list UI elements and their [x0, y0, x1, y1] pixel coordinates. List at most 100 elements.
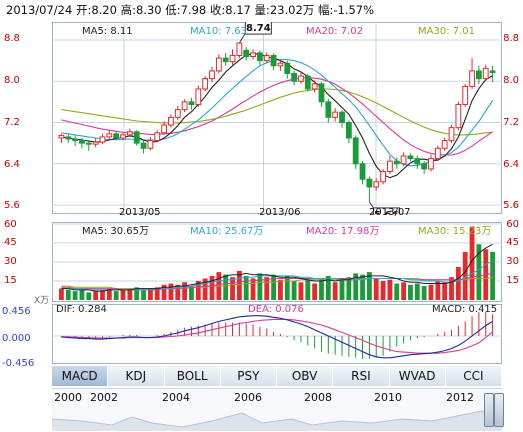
candle-body [434, 147, 441, 160]
date-label: 2013/07 [369, 207, 411, 218]
quote-header: 2013/07/24 开:8.20 高:8.30 低:7.98 收:8.17 量… [6, 2, 374, 18]
volume-value: 23.02万 [269, 3, 315, 17]
price-ma30-line [61, 88, 493, 136]
volume-bar [93, 291, 99, 300]
open-label: 开: [75, 3, 92, 17]
candle-body [243, 49, 250, 57]
range-handle-right[interactable] [494, 393, 504, 427]
indicator-tabs: MACD KDJ BOLL PSY OBV RSI WVAD CCI [52, 366, 502, 386]
annotation-box [372, 207, 400, 214]
volume-chart [52, 223, 502, 300]
timeline-year: 2000 [54, 391, 82, 404]
candle-body [79, 140, 85, 144]
candle-body [462, 85, 469, 105]
close-value: 8.17 [225, 3, 251, 17]
range-handle-left[interactable] [484, 393, 494, 427]
candle-body [92, 141, 99, 145]
candle-body [387, 160, 393, 172]
timeline-navigator[interactable]: 2000 2002 2004 2006 2008 2010 2012 [52, 388, 504, 431]
annotation-leader [368, 201, 374, 209]
price-ytick-left: 6.4 [4, 159, 20, 170]
volume-label: 量: [254, 3, 270, 17]
vol-ytick-right: 60 [506, 219, 519, 230]
candle-body [195, 88, 202, 105]
price-panel[interactable] [52, 22, 502, 214]
volume-bar [278, 279, 283, 300]
volume-bar [291, 281, 297, 300]
dea-legend: DEA: 0.076 [248, 304, 304, 315]
macd-unit-label: X万 [34, 296, 50, 306]
candle-body [421, 163, 428, 170]
volume-bar [264, 277, 270, 300]
date-label: 2013/05 [119, 207, 161, 218]
candle-body [277, 62, 284, 67]
tab-wvad[interactable]: WVAD [389, 366, 446, 386]
volume-bar [195, 281, 201, 300]
volume-bar [175, 284, 181, 300]
candle-body [475, 70, 482, 80]
candle-body [222, 57, 229, 63]
timeline-year: 2006 [234, 391, 262, 404]
tab-kdj[interactable]: KDJ [108, 366, 165, 386]
price-ytick-left: 8.8 [4, 33, 20, 44]
volume-bar [360, 274, 365, 300]
volume-ma30-line [61, 276, 493, 290]
price-ytick-right: 8.8 [503, 33, 519, 44]
candle-body [448, 127, 455, 142]
volume-bar [346, 277, 352, 300]
tab-psy[interactable]: PSY [220, 366, 277, 386]
volume-bar [305, 279, 311, 300]
candle-body [298, 75, 304, 82]
volume-bar [113, 291, 119, 300]
tab-cci[interactable]: CCI [445, 366, 502, 386]
macd-panel[interactable] [52, 304, 502, 364]
candle-body [400, 155, 407, 165]
tab-rsi[interactable]: RSI [333, 366, 390, 386]
candle-body [188, 101, 195, 105]
dea-line [61, 318, 493, 354]
annotation-leader [238, 32, 246, 44]
volume-ma10-line [61, 260, 493, 291]
candle-body [133, 131, 140, 144]
volume-bar [414, 283, 420, 300]
candle-body [161, 124, 167, 134]
candle-body [263, 54, 270, 62]
volume-bar [325, 275, 331, 300]
candle-body [85, 142, 92, 145]
volume-bar [298, 282, 304, 300]
vol-ytick-left: 15 [4, 275, 17, 286]
price-chart: 8.74 5.66 [52, 22, 502, 214]
volume-bar [147, 288, 153, 300]
candle-body [325, 101, 332, 118]
volume-bar [257, 273, 263, 300]
tab-boll[interactable]: BOLL [164, 366, 221, 386]
candle-body [140, 142, 147, 149]
price-ytick-right: 6.4 [503, 159, 519, 170]
candle-body [352, 137, 359, 165]
vol-ma30-legend: MA30: 15.23万 [418, 226, 492, 237]
volume-bar [86, 292, 92, 300]
candle-body [339, 111, 345, 123]
price-ma10-line [61, 59, 494, 167]
low-value: 7.98 [180, 3, 207, 17]
vol-ma20-legend: MA20: 17.98万 [306, 226, 380, 237]
candle-body [345, 122, 352, 139]
volume-bar [380, 281, 386, 300]
tab-obv[interactable]: OBV [277, 366, 334, 386]
candle-body [291, 73, 298, 82]
candle-body [181, 101, 188, 111]
candle-body [414, 158, 421, 165]
volume-ma5-line [61, 243, 493, 292]
annotation-box [244, 22, 272, 35]
candle-body [72, 138, 79, 142]
macd-chart [52, 312, 502, 359]
candle-body [304, 75, 311, 90]
dif-line [61, 315, 493, 359]
open-value: 8.20 [91, 3, 117, 17]
price-ytick-left: 7.2 [4, 117, 20, 128]
candle-body [393, 160, 400, 165]
volume-bar [339, 279, 345, 300]
tab-macd[interactable]: MACD [52, 366, 109, 386]
price-ma20-line [61, 77, 493, 156]
volume-bar [394, 283, 400, 300]
